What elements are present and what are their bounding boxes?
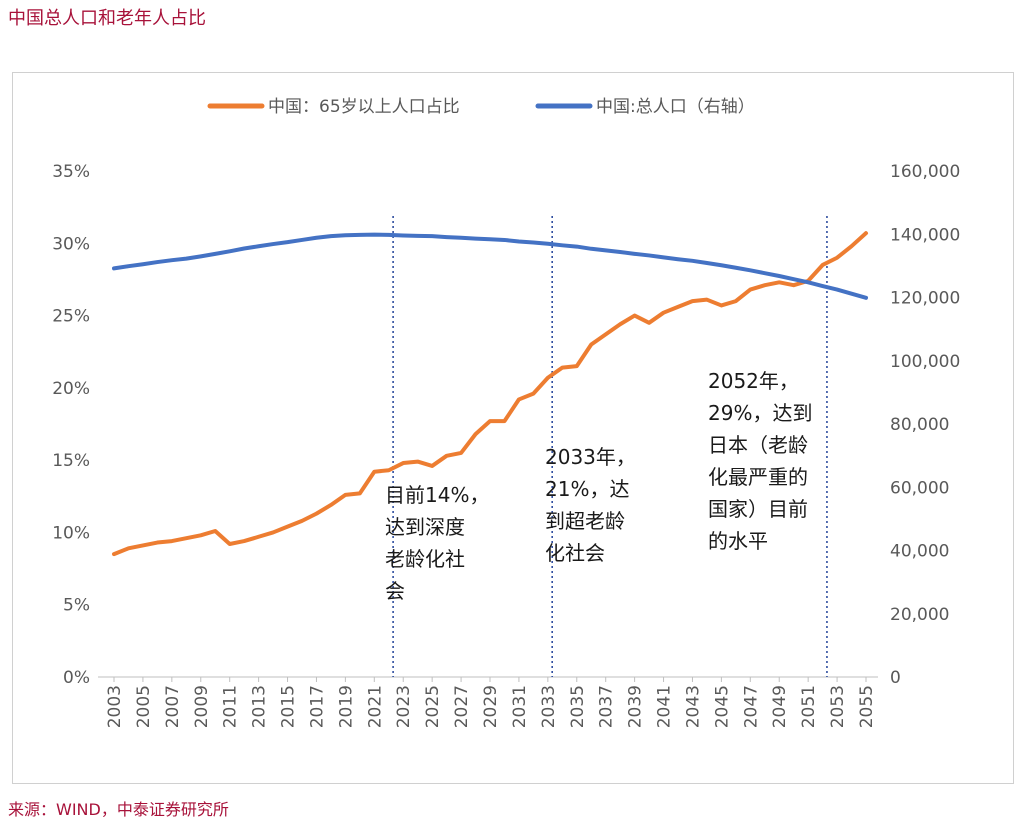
x-tick-label: 2051	[799, 685, 819, 728]
x-tick-label: 2045	[712, 685, 732, 728]
y-right-tick-label: 0	[890, 668, 901, 688]
y-left-tick-label: 30%	[52, 234, 90, 254]
y-right-tick-label: 100,000	[890, 352, 960, 372]
x-tick-label: 2027	[452, 685, 472, 728]
annotation-2033-line: 化社会	[545, 541, 605, 565]
legend-label-total-population: 中国:总人口（右轴）	[596, 97, 755, 117]
x-tick-label: 2007	[163, 685, 183, 728]
x-tick-label: 2053	[828, 685, 848, 728]
annotation-2033-line: 到超老龄	[545, 509, 625, 533]
x-tick-label: 2047	[741, 685, 761, 728]
y-left-tick-label: 5%	[63, 596, 90, 616]
x-tick-label: 2029	[481, 685, 501, 728]
annotation-2033-line: 21%，达	[545, 477, 629, 501]
annotation-2052-line: 国家）目前	[708, 497, 808, 521]
annotation-2052-line: 29%，达到	[708, 401, 812, 425]
y-right-tick-label: 160,000	[890, 162, 960, 182]
y-right-tick-label: 120,000	[890, 289, 960, 309]
annotation-2022-line: 达到深度	[385, 515, 465, 539]
x-tick-label: 2013	[250, 685, 270, 728]
y-left-tick-label: 0%	[63, 668, 90, 688]
source-note: 来源：WIND，中泰证券研究所	[8, 800, 229, 819]
x-tick-label: 2025	[423, 685, 443, 728]
x-tick-label: 2011	[221, 685, 241, 728]
x-tick-label: 2023	[394, 685, 414, 728]
x-tick-label: 2021	[365, 685, 385, 728]
y-right-tick-label: 20,000	[890, 605, 949, 625]
x-tick-label: 2019	[336, 685, 356, 728]
legend-label-elderly-share: 中国：65岁以上人口占比	[268, 97, 460, 117]
x-tick-label: 2017	[307, 685, 327, 728]
annotation-2052-line: 化最严重的	[708, 465, 808, 489]
annotation-2052-line: 的水平	[708, 529, 768, 553]
y-left-tick-label: 20%	[52, 379, 90, 399]
y-right-tick-label: 40,000	[890, 542, 949, 562]
x-tick-label: 2003	[105, 685, 125, 728]
x-tick-label: 2039	[626, 685, 646, 728]
page-title: 中国总人口和老年人占比	[8, 8, 206, 29]
y-left-tick-label: 35%	[52, 162, 90, 182]
x-tick-label: 2043	[683, 685, 703, 728]
x-tick-label: 2015	[279, 685, 299, 728]
x-tick-label: 2035	[568, 685, 588, 728]
chart-frame	[12, 72, 1014, 784]
series-line-total-population	[112, 232, 868, 300]
x-tick-label: 2009	[192, 685, 212, 728]
y-left-tick-label: 10%	[52, 523, 90, 543]
annotation-2052-line: 日本（老龄	[708, 433, 808, 457]
annotation-2022-line: 老龄化社	[385, 547, 465, 571]
x-tick-label: 2033	[539, 685, 559, 728]
x-tick-label: 2031	[510, 685, 530, 728]
series-line-elderly-share	[112, 231, 868, 557]
annotation-2033-line: 2033年，	[545, 445, 636, 469]
y-right-tick-label: 60,000	[890, 478, 949, 498]
annotation-2022-line: 会	[385, 579, 405, 603]
x-tick-label: 2041	[655, 685, 675, 728]
y-left-tick-label: 25%	[52, 307, 90, 327]
y-right-tick-label: 80,000	[890, 415, 949, 435]
x-tick-label: 2055	[857, 685, 877, 728]
x-tick-label: 2005	[134, 685, 154, 728]
x-tick-label: 2037	[597, 685, 617, 728]
y-right-tick-label: 140,000	[890, 225, 960, 245]
x-tick-label: 2049	[770, 685, 790, 728]
y-left-tick-label: 15%	[52, 451, 90, 471]
annotation-2022-line: 目前14%，	[385, 483, 489, 507]
annotation-2052-line: 2052年，	[708, 369, 799, 393]
